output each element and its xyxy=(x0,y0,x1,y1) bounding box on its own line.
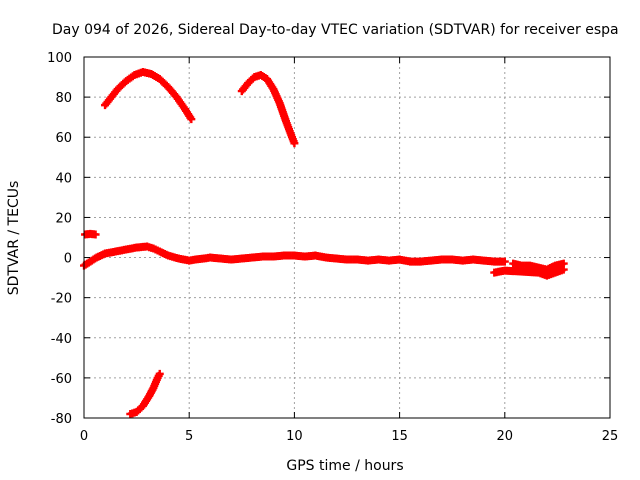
series-near-zero-tail-lower xyxy=(490,265,568,280)
data-point xyxy=(559,265,568,274)
series-arc-high-2 xyxy=(237,71,299,148)
y-tick-label: -60 xyxy=(51,372,72,387)
series-arc-high-1 xyxy=(101,68,196,124)
y-tick-label: -80 xyxy=(51,412,72,427)
x-tick-label: 5 xyxy=(185,429,193,444)
x-tick-label: 15 xyxy=(391,429,408,444)
chart-title: Day 094 of 2026, Sidereal Day-to-day VTE… xyxy=(52,22,619,38)
data-series xyxy=(80,68,568,418)
series-arc-low xyxy=(126,369,164,418)
y-tick-label: 0 xyxy=(64,252,72,267)
data-point xyxy=(91,230,100,239)
x-tick-label: 20 xyxy=(497,429,514,444)
y-tick-label: -20 xyxy=(51,292,72,307)
data-point xyxy=(290,139,299,148)
data-point xyxy=(187,115,196,124)
series-near-zero-main xyxy=(80,242,509,270)
y-tick-label: 40 xyxy=(55,171,72,186)
series-short-segment xyxy=(81,229,100,239)
y-tick-label: 60 xyxy=(55,131,72,146)
x-tick-label: 25 xyxy=(602,429,619,444)
grid-lines xyxy=(84,57,610,418)
plot-frame xyxy=(83,56,611,419)
y-axis-ticks: -80 -60 -40 -20 0 20 40 60 80 100 xyxy=(47,51,610,427)
y-tick-label: 100 xyxy=(47,51,72,66)
data-point xyxy=(155,369,164,378)
y-tick-label: 80 xyxy=(55,91,72,106)
x-axis-ticks: 0 5 10 15 20 25 xyxy=(80,57,618,444)
y-tick-label: 20 xyxy=(55,211,72,226)
x-tick-label: 10 xyxy=(286,429,303,444)
data-point xyxy=(500,257,509,266)
x-axis-label: GPS time / hours xyxy=(286,458,403,474)
x-tick-label: 0 xyxy=(80,429,88,444)
y-tick-label: -40 xyxy=(51,332,72,347)
y-axis-label: SDTVAR / TECUs xyxy=(6,181,22,296)
